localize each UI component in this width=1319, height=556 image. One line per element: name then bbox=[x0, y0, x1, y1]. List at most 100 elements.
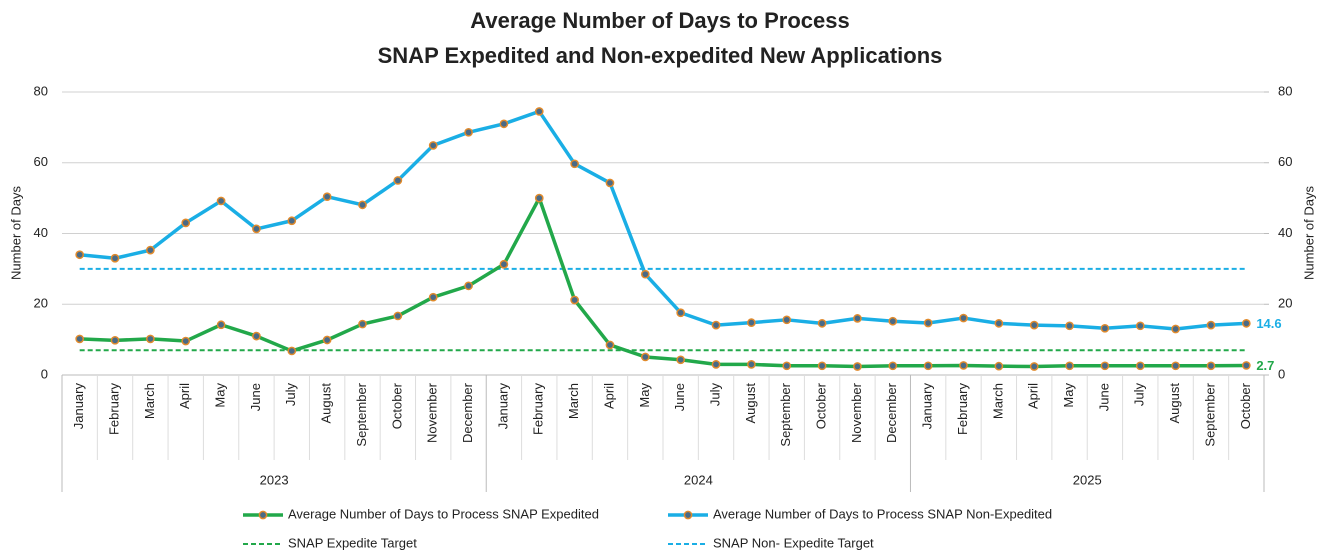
legend-marker bbox=[258, 510, 268, 520]
x-tick-label: March bbox=[142, 383, 157, 419]
series-marker bbox=[1029, 362, 1039, 371]
x-tick-label: May bbox=[637, 383, 652, 408]
series-marker bbox=[499, 259, 509, 269]
x-tick-label: April bbox=[601, 383, 616, 409]
series-marker bbox=[853, 362, 862, 371]
series-marker bbox=[923, 361, 933, 371]
x-tick-label: February bbox=[955, 383, 970, 436]
series-marker bbox=[428, 292, 438, 302]
x-tick-label: October bbox=[1238, 382, 1253, 429]
series-marker bbox=[534, 193, 544, 203]
x-tick-label: November bbox=[425, 382, 440, 443]
x-tick-label: July bbox=[283, 383, 298, 407]
x-tick-label: April bbox=[1026, 383, 1041, 409]
series-marker bbox=[782, 315, 792, 325]
x-tick-label: October bbox=[814, 382, 829, 429]
series-marker bbox=[994, 361, 1004, 371]
series-marker bbox=[464, 127, 473, 137]
series-marker bbox=[216, 196, 226, 206]
x-tick-label: December bbox=[884, 382, 899, 443]
series-marker bbox=[711, 320, 721, 330]
series-marker bbox=[1206, 320, 1216, 330]
x-tick-label: March bbox=[566, 383, 581, 419]
series-marker bbox=[1065, 361, 1074, 371]
x-tick-label: October bbox=[389, 382, 404, 429]
x-tick-label: July bbox=[707, 383, 722, 407]
series-marker bbox=[640, 269, 650, 279]
series-marker bbox=[287, 216, 297, 226]
series-marker bbox=[252, 224, 261, 234]
group-label: 2024 bbox=[684, 472, 713, 487]
series-marker bbox=[252, 331, 261, 341]
x-tick-label: June bbox=[672, 383, 687, 411]
series-marker bbox=[817, 361, 827, 371]
series-marker bbox=[1171, 324, 1180, 334]
x-tick-label: January bbox=[71, 383, 86, 430]
series-marker bbox=[959, 361, 968, 370]
y-tick-label: 20 bbox=[34, 296, 48, 311]
series-marker bbox=[888, 316, 898, 326]
series-marker bbox=[959, 313, 968, 323]
x-tick-label: September bbox=[778, 382, 793, 446]
x-tick-label: April bbox=[177, 383, 192, 409]
series-line bbox=[79, 196, 1247, 369]
series-marker bbox=[747, 360, 756, 369]
legend-label: SNAP Non- Expedite Target bbox=[713, 535, 874, 550]
series-marker bbox=[1100, 361, 1110, 371]
group-label: 2023 bbox=[260, 472, 289, 487]
legend-label: Average Number of Days to Process SNAP N… bbox=[713, 506, 1052, 521]
series-marker bbox=[923, 318, 933, 328]
x-tick-label: September bbox=[354, 382, 369, 446]
series-marker bbox=[393, 176, 403, 185]
x-tick-label: August bbox=[743, 383, 758, 424]
series-marker bbox=[393, 311, 403, 321]
x-tick-label: May bbox=[213, 383, 228, 408]
y-tick-label: 80 bbox=[34, 83, 48, 98]
series-marker bbox=[499, 119, 509, 129]
y-tick-label: 40 bbox=[34, 225, 48, 240]
series-marker bbox=[853, 314, 862, 323]
x-tick-label: August bbox=[1167, 383, 1182, 424]
x-tick-label: June bbox=[248, 383, 263, 411]
y2-tick-label: 80 bbox=[1278, 83, 1292, 98]
legend-label: SNAP Expedite Target bbox=[288, 535, 417, 550]
series-marker bbox=[1241, 319, 1251, 328]
x-tick-label: March bbox=[990, 383, 1005, 419]
series-marker bbox=[1206, 361, 1216, 371]
series-marker bbox=[994, 319, 1004, 328]
series-marker bbox=[711, 360, 721, 369]
y2-tick-label: 0 bbox=[1278, 366, 1285, 381]
series-marker bbox=[676, 308, 686, 318]
x-tick-label: May bbox=[1061, 383, 1076, 408]
y-tick-label: 60 bbox=[34, 154, 48, 169]
series-marker bbox=[605, 178, 615, 188]
series-marker bbox=[322, 335, 332, 345]
series-marker bbox=[782, 361, 792, 371]
y2-tick-label: 40 bbox=[1278, 225, 1292, 240]
x-tick-label: November bbox=[849, 382, 864, 443]
chart-title: Average Number of Days to Process bbox=[470, 8, 849, 33]
series-marker bbox=[570, 159, 579, 169]
series-marker bbox=[146, 334, 155, 344]
x-tick-label: January bbox=[920, 383, 935, 430]
series-marker bbox=[1135, 361, 1145, 371]
series-marker bbox=[1100, 323, 1110, 333]
series-marker bbox=[75, 250, 85, 260]
series-marker bbox=[287, 346, 297, 356]
series-marker bbox=[1065, 321, 1074, 331]
y2-tick-label: 20 bbox=[1278, 296, 1292, 311]
data-label: 14.6 bbox=[1256, 316, 1281, 331]
series-marker bbox=[1029, 320, 1039, 330]
series-marker bbox=[888, 361, 898, 371]
series-marker bbox=[322, 192, 332, 202]
series-marker bbox=[110, 253, 120, 263]
x-tick-label: February bbox=[106, 383, 121, 436]
series-marker bbox=[534, 107, 544, 116]
series-marker bbox=[1241, 361, 1251, 370]
x-tick-label: July bbox=[1132, 383, 1147, 407]
series-marker bbox=[640, 352, 650, 362]
series-marker bbox=[358, 319, 367, 329]
chart-title: SNAP Expedited and Non-expedited New App… bbox=[378, 43, 943, 68]
x-tick-label: January bbox=[495, 383, 510, 430]
y-tick-label: 0 bbox=[41, 366, 48, 381]
